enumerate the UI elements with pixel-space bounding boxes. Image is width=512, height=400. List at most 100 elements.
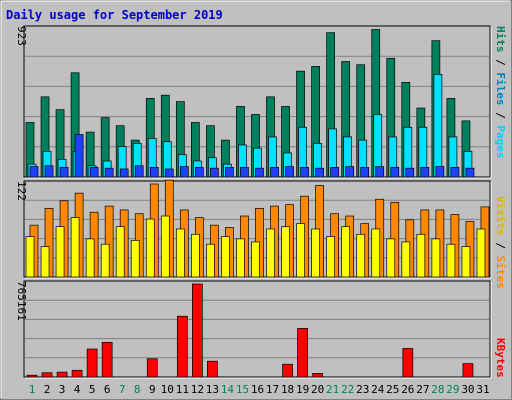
side-label-part-1: / [494,236,507,256]
side-label-part-2: Sites [494,256,507,289]
bar-sites-day-14 [221,236,230,278]
side-label-part-4: Pages [494,125,507,158]
bar-kbytes-day-19 [297,328,308,378]
panel-sites [23,179,492,279]
x-tick-day-27: 27 [416,383,429,396]
bar-pages-day-14 [225,167,234,178]
legend-kbytes: KBytes [494,338,507,378]
x-tick-day-14: 14 [221,383,235,396]
bar-sites-day-27 [416,233,426,278]
x-tick-day-18: 18 [281,383,294,396]
bar-kbytes-day-1 [26,374,38,378]
bar-kbytes-day-2 [41,372,53,378]
x-tick-day-15: 15 [236,383,249,396]
bar-pages-day-3 [59,167,69,178]
bar-sites-day-21 [326,236,335,278]
y-tick-kbytes: 765161 [15,281,28,321]
bar-sites-day-13 [206,243,215,278]
legend-hits-files-pages: Hits / Files / Pages [494,26,507,159]
x-tick-day-19: 19 [296,383,309,396]
bar-kbytes-day-6 [101,342,113,378]
bar-sites-day-20 [311,228,320,278]
x-tick-day-3: 3 [59,383,66,396]
legend-visits-sites: Visits / Sites [494,196,507,289]
bar-pages-day-10 [164,168,174,178]
x-tick-day-6: 6 [104,383,111,396]
x-tick-day-21: 21 [326,383,339,396]
bar-sites-day-5 [85,238,95,278]
y-tick-sites: 122 [15,181,28,201]
x-tick-day-2: 2 [44,383,51,396]
bar-pages-day-6 [104,167,114,178]
bar-pages-day-21 [330,167,339,178]
bar-pages-day-16 [255,167,264,178]
bar-kbytes-day-12 [192,283,203,378]
bar-kbytes-day-20 [312,373,323,378]
chart-title: Daily usage for September 2019 [6,8,223,22]
bar-pages-day-27 [420,167,430,178]
bar-pages-day-24 [375,166,385,178]
bar-pages-day-25 [390,167,400,178]
x-tick-day-16: 16 [251,383,264,396]
bar-sites-day-25 [386,238,396,278]
bar-kbytes-day-3 [56,371,68,378]
bar-sites-day-29 [446,243,456,278]
bar-sites-day-3 [55,226,65,278]
bar-pages-day-8 [134,165,144,178]
panel-hits [23,25,492,179]
bar-sites-day-7 [115,226,125,278]
bar-sites-day-9 [145,218,155,278]
side-label-part-1: / [494,53,507,73]
x-tick-day-22: 22 [341,383,354,396]
bar-sites-day-12 [191,233,200,278]
bar-pages-day-23 [360,167,370,178]
side-label-part-3: / [494,106,507,126]
side-label-part-0: KBytes [494,338,507,378]
bar-sites-day-8 [130,240,140,278]
bar-sites-day-28 [431,238,441,278]
x-tick-day-12: 12 [191,383,204,396]
bar-sites-day-6 [100,243,110,278]
bar-kbytes-day-30 [462,363,474,378]
x-tick-day-8: 8 [134,383,141,396]
x-tick-day-23: 23 [356,383,369,396]
bar-sites-day-26 [401,241,411,278]
side-label-part-2: Files [494,72,507,105]
bar-pages-day-2 [44,165,54,178]
bar-sites-day-23 [356,233,366,278]
bar-pages-day-30 [465,167,475,178]
bar-pages-day-11 [179,166,189,178]
bar-pages-day-7 [119,168,129,178]
x-tick-day-25: 25 [386,383,399,396]
bar-pages-day-17 [270,167,279,178]
bar-sites-day-4 [70,217,80,278]
x-tick-day-24: 24 [371,383,385,396]
x-tick-day-10: 10 [161,383,174,396]
bar-sites-day-10 [160,215,170,278]
x-tick-day-28: 28 [431,383,444,396]
x-tick-day-29: 29 [446,383,459,396]
x-tick-day-31: 31 [476,383,489,396]
bar-sites-day-16 [251,241,260,278]
y-tick-hits: 923 [15,26,28,46]
bar-pages-day-12 [195,167,204,178]
bar-kbytes-day-26 [402,348,414,378]
bar-sites-day-22 [341,226,351,278]
bar-pages-day-22 [345,166,355,178]
side-label-part-0: Hits [494,26,507,53]
x-tick-day-9: 9 [149,383,156,396]
bar-pages-day-1 [29,166,39,178]
x-tick-day-17: 17 [266,383,279,396]
bar-kbytes-day-11 [176,315,188,378]
bar-sites-day-18 [281,226,290,278]
bar-files-day-28 [433,74,443,178]
bar-pages-day-26 [405,167,415,178]
panel-kbytes [23,280,492,379]
bar-pages-day-9 [149,167,159,178]
bar-sites-day-30 [461,246,471,278]
bar-pages-day-29 [450,167,460,178]
bar-kbytes-day-4 [71,369,83,378]
x-tick-day-11: 11 [176,383,189,396]
bar-sites-day-2 [40,246,50,278]
